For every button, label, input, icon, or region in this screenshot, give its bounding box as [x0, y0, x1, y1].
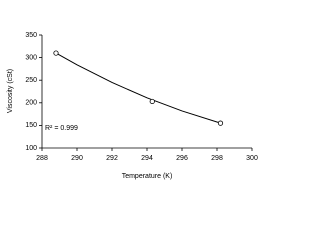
data-point: [149, 98, 155, 105]
x-axis-label: Temperature (K): [122, 173, 173, 180]
y-tick-label: 300: [25, 54, 37, 61]
y-tick-label: 200: [25, 100, 37, 107]
y-tick-label: 350: [25, 32, 37, 39]
x-tick-label: 298: [211, 155, 223, 162]
x-tick-label: 292: [106, 155, 118, 162]
trendline: [55, 52, 221, 124]
x-tick-label: 300: [246, 155, 258, 162]
data-point: [217, 120, 224, 126]
x-tick-label: 288: [36, 155, 48, 162]
y-tick-label: 150: [25, 122, 37, 129]
y-tick-label: 100: [25, 145, 37, 152]
x-tick-label: 290: [71, 155, 83, 162]
x-tick-label: 294: [141, 155, 153, 162]
data-point: [53, 50, 59, 56]
annotation: R² = 0.999: [45, 125, 78, 132]
y-axis-label: Viscosity (cSt): [7, 69, 14, 113]
y-tick-label: 250: [25, 77, 37, 84]
x-tick-label: 296: [176, 155, 188, 162]
chart: Temperature (K) Viscosity (cSt) R² = 0.9…: [7, 32, 258, 180]
